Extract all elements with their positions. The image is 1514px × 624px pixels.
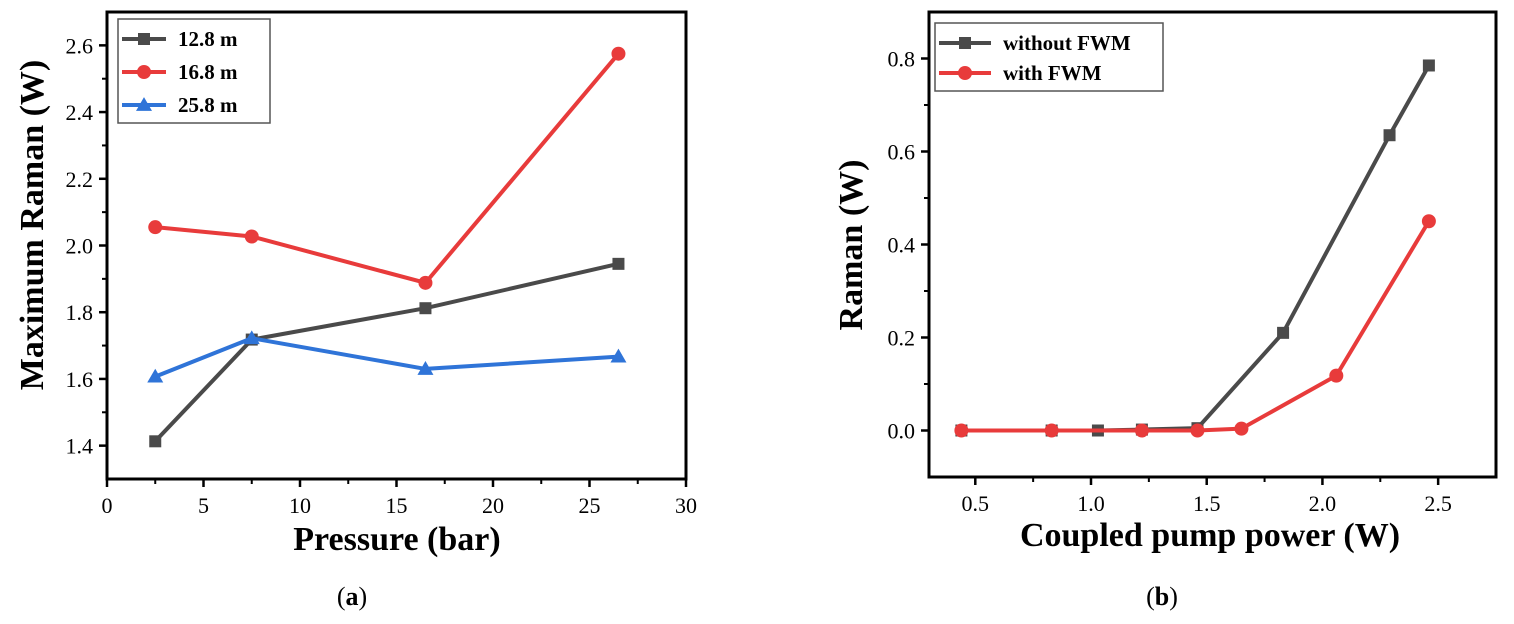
x-tick-label-b-2: 1.5: [1193, 491, 1221, 516]
data-point-a-2-3: [610, 348, 627, 363]
legend-label-b-0: without FWM: [1003, 31, 1131, 55]
data-point-b-1-5: [1329, 368, 1344, 383]
legend-box-b: [934, 22, 1164, 92]
y-tick-label-b-0: 0.0: [888, 419, 916, 444]
data-point-b-1-2: [1134, 423, 1149, 438]
x-tick-label-a-6: 30: [675, 493, 697, 518]
data-point-a-0-0: [149, 435, 162, 448]
data-point-b-1-0: [954, 423, 969, 438]
y-axis-title-a: Maximum Raman (W): [14, 60, 51, 391]
data-point-a-1-1: [244, 229, 259, 244]
panel-b: 0.5 1.0 1.5 2.0 2.5 0.0 0.2 0.4 0.6 0.8 Coupled p…: [833, 10, 1498, 611]
x-tick-label-a-0: 0: [102, 493, 113, 518]
data-point-a-1-0: [148, 220, 163, 235]
y-tick-label-b-1: 0.2: [888, 326, 916, 351]
y-tick-label-a-0: 1.4: [66, 434, 94, 459]
data-point-a-2-2: [417, 361, 434, 375]
y-tick-label-a-2: 1.8: [66, 300, 94, 325]
x-axis-title-a: Pressure (bar): [293, 521, 500, 558]
x-tick-label-b-0: 0.5: [962, 491, 990, 516]
y-tick-label-a-1: 1.6: [66, 367, 94, 392]
caption-a: (a): [337, 582, 367, 611]
x-tick-label-b-1: 1.0: [1077, 491, 1105, 516]
data-point-a-0-2: [419, 302, 432, 315]
x-tick-label-a-4: 20: [482, 493, 504, 518]
data-point-a-0-3: [612, 257, 625, 270]
caption-a-letter: a: [346, 582, 359, 611]
data-point-b-1-1: [1044, 423, 1059, 438]
y-tick-label-a-5: 2.4: [66, 100, 94, 125]
caption-b-close: ): [1169, 582, 1178, 611]
caption-b-open: (: [1146, 582, 1155, 611]
caption-a-close: ): [359, 582, 368, 611]
caption-b-letter: b: [1155, 582, 1169, 611]
panel-a: 0 5 10 15 20 25 30 1.4 1.6 1.8 2.0 2.2 2.4 2.6 Pressu…: [14, 10, 698, 611]
data-point-b-0-6: [1383, 129, 1396, 142]
series-line-a-1: [155, 52, 620, 285]
x-axis-title-b: Coupled pump power (W): [1020, 517, 1400, 554]
data-point-b-1-4: [1234, 421, 1249, 436]
legend-marker-a-0: [138, 33, 150, 45]
x-tick-label-a-3: 15: [386, 493, 408, 518]
y-tick-label-a-3: 2.0: [66, 234, 94, 259]
y-tick-label-a-4: 2.2: [66, 167, 94, 192]
data-point-a-1-2: [418, 275, 433, 290]
y-tick-label-a-6: 2.6: [66, 33, 94, 58]
series-line-b-0: [961, 64, 1431, 433]
x-tick-label-a-1: 5: [198, 493, 209, 518]
legend-label-b-1: with FWM: [1003, 61, 1102, 85]
caption-a-open: (: [337, 582, 346, 611]
data-point-a-2-1: [243, 330, 260, 345]
x-tick-label-b-3: 2.0: [1309, 491, 1337, 516]
legend-marker-b-1: [958, 66, 972, 80]
series-line-a-2: [154, 336, 619, 379]
legend-label-a-2: 25.8 m: [178, 93, 238, 117]
data-point-a-1-3: [611, 46, 626, 61]
legend-marker-a-1: [137, 65, 151, 79]
legend-marker-a-2: [136, 97, 152, 111]
legend-label-a-0: 12.8 m: [178, 27, 238, 51]
plot-layer-b: [954, 59, 1436, 438]
series-line-a-0: [153, 261, 619, 443]
y-tick-label-b-4: 0.8: [888, 47, 916, 72]
caption-b: (b): [1146, 582, 1178, 611]
tick-layer-a: 0 5 10 15 20 25 30 1.4 1.6 1.8 2.0 2.2 2.4 2.6: [66, 33, 698, 518]
legend-marker-b-0: [959, 37, 971, 49]
data-point-b-1-6: [1421, 214, 1436, 229]
series-line-b-1: [961, 220, 1431, 433]
legend-label-a-1: 16.8 m: [178, 60, 238, 84]
y-tick-label-b-2: 0.4: [888, 233, 916, 258]
x-tick-label-a-5: 25: [579, 493, 601, 518]
plot-layer-a: [147, 46, 627, 448]
data-point-a-2-0: [147, 368, 164, 383]
x-tick-label-a-2: 10: [289, 493, 311, 518]
tick-layer-b: 0.5 1.0 1.5 2.0 2.5 0.0 0.2 0.4 0.6 0.8: [888, 47, 1452, 517]
data-point-b-0-7: [1422, 59, 1435, 72]
x-tick-label-b-4: 2.5: [1424, 491, 1452, 516]
data-point-b-0-5: [1277, 326, 1290, 339]
legend-a: 12.8 m 16.8 m 25.8 m: [117, 18, 271, 124]
data-point-b-1-3: [1190, 423, 1205, 438]
legend-b: without FWM with FWM: [934, 22, 1164, 92]
y-axis-title-b: Raman (W): [833, 160, 870, 331]
y-tick-label-b-3: 0.6: [888, 140, 916, 165]
